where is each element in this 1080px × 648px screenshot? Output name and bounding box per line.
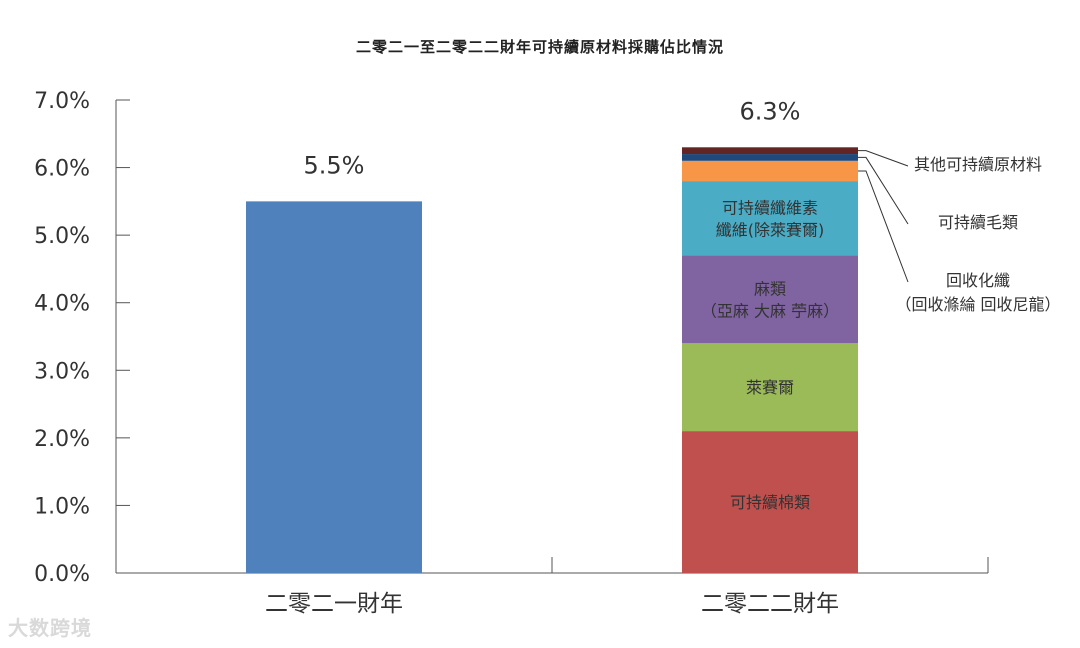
- bar-segment: [682, 431, 858, 573]
- annotation-leader-line: [858, 170, 909, 283]
- bar-segment: [682, 160, 858, 182]
- bar-segment: [682, 255, 858, 344]
- x-category-label: 二零二一財年: [265, 591, 403, 617]
- segment-label: 可持續棉類: [730, 493, 810, 512]
- annotation-label: 回收化纖: [946, 271, 1010, 290]
- annotation-label: 可持續毛類: [938, 213, 1018, 232]
- segment-label: 纖維(除萊賽爾): [716, 220, 825, 239]
- segment-label: 麻類: [754, 279, 786, 298]
- bar-segment: [682, 181, 858, 256]
- watermark: 大数跨境: [8, 616, 92, 640]
- x-category-label: 二零二二財年: [701, 591, 839, 617]
- bar-segment: [682, 147, 858, 155]
- labels: 5.5% 二零二一財年 可持續棉類 萊賽爾 麻類 （亞麻 大麻 苧麻） 可持續纖維素纖維(除…: [265, 97, 839, 617]
- y-tick-label: 5.0%: [34, 224, 90, 249]
- segment-label: 萊賽爾: [746, 378, 794, 397]
- y-tick-label: 3.0%: [34, 359, 90, 384]
- bar-segment: [682, 343, 858, 432]
- annotation-leader-line: [858, 150, 909, 167]
- y-tick-label: 0.0%: [34, 562, 90, 587]
- bars: [246, 147, 858, 573]
- chart-title: 二零二一至二零二二財年可持續原材料採購佔比情況: [356, 38, 724, 56]
- bar-segment: [246, 201, 422, 573]
- annotation-leader-line: [858, 156, 909, 225]
- y-tick-label: 6.0%: [34, 157, 90, 182]
- axes: 0.0% 1.0% 2.0% 3.0% 4.0% 5.0% 6.0% 7.0%: [34, 89, 989, 587]
- annotation-label: 其他可持續原材料: [914, 155, 1042, 174]
- y-tick-label: 4.0%: [34, 292, 90, 317]
- total-label: 5.5%: [304, 151, 365, 179]
- y-tick-label: 7.0%: [34, 89, 90, 114]
- total-label: 6.3%: [740, 97, 801, 125]
- y-tick-label: 2.0%: [34, 427, 90, 452]
- segment-label: （亞麻 大麻 苧麻）: [701, 301, 839, 320]
- bar-segment: [682, 154, 858, 161]
- segment-label: 可持續纖維素: [722, 198, 818, 217]
- annotation-label: （回收滌綸 回收尼龍）: [895, 295, 1060, 314]
- y-tick-label: 1.0%: [34, 494, 90, 519]
